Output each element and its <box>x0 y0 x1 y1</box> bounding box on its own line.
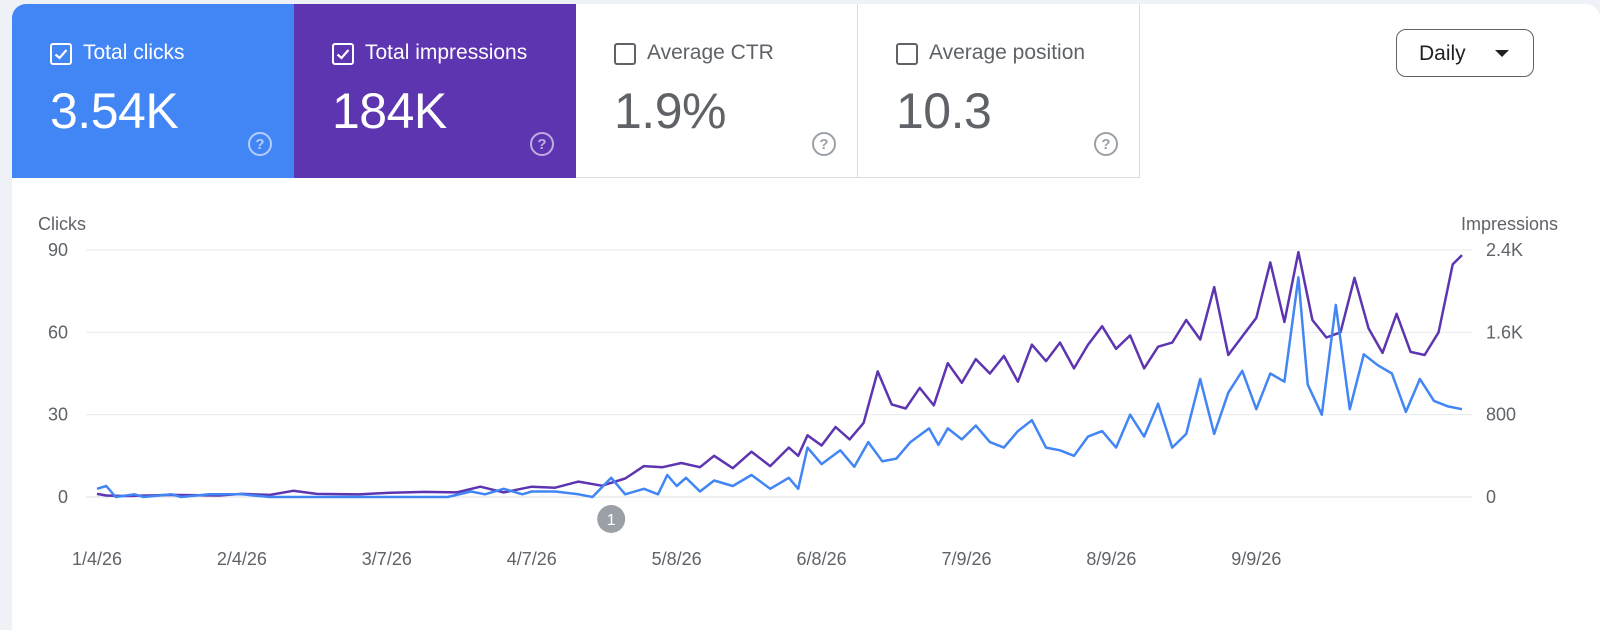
average-position-value: 10.3 <box>896 83 992 139</box>
left-axis-tick-label: 60 <box>48 322 68 342</box>
total-clicks-value: 3.54K <box>50 83 179 139</box>
x-axis-tick-label: 5/8/26 <box>652 549 702 569</box>
x-axis-tick-label: 7/9/26 <box>941 549 991 569</box>
average-ctr-value: 1.9% <box>614 83 726 139</box>
granularity-dropdown-label: Daily <box>1419 42 1466 65</box>
metric-card-average-position[interactable]: Average position 10.3 ? <box>858 4 1140 178</box>
annotation-label: 1 <box>607 512 616 529</box>
check-icon <box>54 49 68 60</box>
caret-down-icon <box>1495 50 1509 57</box>
right-axis-tick-label: 800 <box>1486 405 1516 425</box>
performance-chart: 0 30 60 90 0 800 1.6K 2.4K 1/4/26 2/4/26 3/7/26 4/7… <box>48 240 1523 569</box>
left-axis-tick-label: 90 <box>48 240 68 260</box>
average-ctr-label: Average CTR <box>647 41 774 64</box>
impressions-series-line <box>96 250 1463 498</box>
x-axis-tick-label: 4/7/26 <box>507 549 557 569</box>
total-impressions-label: Total impressions <box>365 41 528 64</box>
total-clicks-label: Total clicks <box>83 41 185 64</box>
right-axis-tick-label: 0 <box>1486 487 1496 507</box>
x-axis-tick-label: 8/9/26 <box>1086 549 1136 569</box>
help-icon[interactable]: ? <box>530 132 554 156</box>
granularity-dropdown[interactable]: Daily <box>1396 29 1534 77</box>
left-axis-tick-label: 0 <box>58 487 68 507</box>
x-axis-tick-label: 2/4/26 <box>217 549 267 569</box>
metric-card-total-impressions[interactable]: Total impressions 184K ? <box>294 4 576 178</box>
metric-card-total-clicks[interactable]: Total clicks 3.54K ? <box>12 4 294 178</box>
help-icon[interactable]: ? <box>248 132 272 156</box>
average-position-label: Average position <box>929 41 1086 64</box>
average-ctr-checkbox[interactable] <box>614 43 636 65</box>
x-axis-tick-label: 9/9/26 <box>1231 549 1281 569</box>
left-axis-title: Clicks <box>38 214 86 234</box>
performance-panel: Total clicks 3.54K ? Total impressions 1… <box>12 4 1600 630</box>
clicks-series-line <box>96 276 1463 499</box>
help-icon[interactable]: ? <box>812 132 836 156</box>
total-impressions-value: 184K <box>332 83 447 139</box>
check-icon <box>336 49 350 60</box>
annotation-marker[interactable]: 1 <box>597 505 626 533</box>
average-position-checkbox[interactable] <box>896 43 918 65</box>
x-axis-tick-label: 1/4/26 <box>72 549 122 569</box>
x-axis-tick-label: 6/8/26 <box>797 549 847 569</box>
left-axis-tick-label: 30 <box>48 405 68 425</box>
right-axis-tick-label: 1.6K <box>1486 322 1523 342</box>
total-clicks-checkbox[interactable] <box>50 43 72 65</box>
right-axis-tick-label: 2.4K <box>1486 240 1523 260</box>
metric-card-average-ctr[interactable]: Average CTR 1.9% ? <box>576 4 858 178</box>
x-axis-tick-label: 3/7/26 <box>362 549 412 569</box>
annotation-badge[interactable] <box>597 505 626 533</box>
right-axis-title: Impressions <box>1460 214 1558 234</box>
help-icon[interactable]: ? <box>1094 132 1118 156</box>
total-impressions-checkbox[interactable] <box>332 43 354 65</box>
